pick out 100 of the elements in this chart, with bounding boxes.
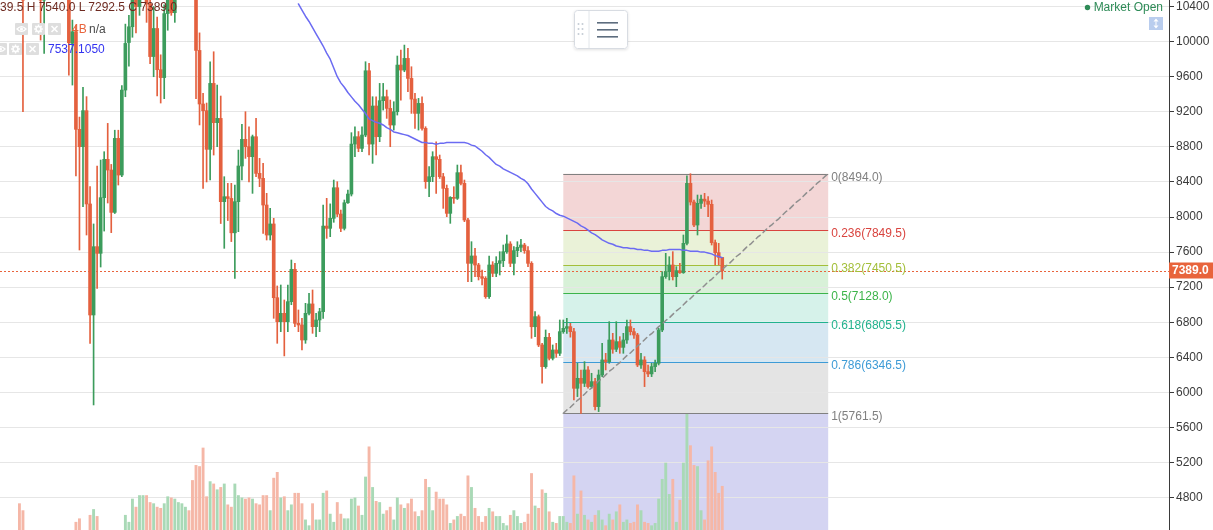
- bar: [417, 516, 420, 530]
- bar: [311, 503, 315, 530]
- bar: [470, 487, 473, 530]
- candlestick: [399, 49, 403, 101]
- bar: [424, 478, 428, 530]
- bar: [357, 505, 360, 530]
- bar: [434, 491, 438, 530]
- bar: [604, 525, 608, 530]
- bar: [325, 490, 329, 530]
- y-tick-label: 7600: [1176, 244, 1204, 259]
- bar: [646, 523, 650, 530]
- bar: [367, 446, 371, 530]
- bar: [342, 518, 346, 530]
- bar: [710, 446, 714, 530]
- candlestick: [579, 369, 583, 414]
- ref-line-label: 0.618(6805.5): [831, 317, 906, 332]
- ref-line-label: 7389.0: [1172, 263, 1210, 278]
- bar: [304, 519, 307, 530]
- bar: [459, 513, 463, 530]
- candlestick: [215, 84, 220, 148]
- y-tick-label: 6400: [1176, 349, 1204, 364]
- bar: [261, 495, 265, 530]
- bar: [222, 483, 226, 530]
- y-tick-label: 9200: [1176, 104, 1204, 119]
- bar: [219, 487, 223, 530]
- bar: [349, 498, 353, 530]
- bar: [364, 476, 367, 530]
- bar: [607, 513, 611, 530]
- ref-line-label: 1(5761.5): [831, 409, 883, 424]
- y-tick-label: 5200: [1176, 454, 1204, 469]
- bar: [208, 481, 212, 530]
- bar: [321, 492, 325, 530]
- bar: [385, 510, 389, 530]
- y-tick-label: 4800: [1176, 489, 1204, 504]
- ref-line-label: 0.236(7849.5): [831, 226, 906, 241]
- ref-line-label: 0.786(6346.5): [831, 357, 906, 372]
- bar: [572, 475, 576, 530]
- bar: [720, 485, 724, 530]
- bar: [371, 487, 375, 530]
- bar: [491, 511, 495, 530]
- bar: [378, 502, 382, 530]
- bar: [512, 510, 516, 530]
- bar: [289, 504, 293, 530]
- bar: [395, 497, 399, 530]
- bar: [590, 521, 594, 530]
- bar: [212, 483, 216, 530]
- bar: [293, 492, 297, 530]
- bar: [183, 506, 187, 530]
- bar: [544, 492, 548, 530]
- bar: [92, 509, 96, 530]
- bar: [448, 523, 452, 530]
- bar: [494, 516, 498, 530]
- bar: [251, 498, 254, 530]
- bar: [505, 525, 509, 530]
- bar: [74, 521, 78, 530]
- y-tick-label: 8800: [1176, 139, 1204, 154]
- bar: [597, 510, 601, 530]
- bar: [233, 483, 237, 530]
- bar: [265, 495, 269, 530]
- bar: [406, 503, 410, 530]
- bar: [176, 502, 180, 530]
- bar: [621, 521, 625, 530]
- bar: [268, 510, 272, 530]
- y-tick-label: 6800: [1176, 314, 1204, 329]
- bar: [583, 514, 586, 530]
- bar: [498, 516, 502, 530]
- bar: [441, 498, 445, 530]
- bar: [275, 472, 279, 530]
- line-series: [562, 172, 829, 415]
- bar: [593, 514, 597, 530]
- bar: [696, 466, 699, 530]
- bar: [374, 501, 378, 530]
- candlestick: [554, 342, 559, 358]
- bar: [674, 521, 678, 530]
- y-tick-label: 9600: [1176, 69, 1204, 84]
- bar: [547, 511, 551, 530]
- bar: [296, 492, 300, 530]
- y-tick-label: 6000: [1176, 384, 1204, 399]
- bar: [427, 487, 431, 530]
- bar: [145, 495, 149, 530]
- bar: [410, 498, 413, 530]
- bar: [314, 519, 318, 530]
- bar: [244, 498, 247, 530]
- bar: [487, 507, 491, 530]
- bar: [636, 504, 639, 530]
- candlestick: [565, 317, 569, 334]
- bar: [138, 495, 141, 530]
- bar: [17, 503, 21, 530]
- y-tick-label: 10000: [1176, 33, 1210, 48]
- bar: [671, 478, 675, 530]
- annotation: n/a: [89, 22, 107, 37]
- bar: [388, 506, 392, 530]
- bar: [95, 516, 99, 530]
- candlestick: [452, 186, 456, 204]
- y-tick-label: 8400: [1176, 174, 1204, 189]
- bar: [226, 504, 230, 530]
- bar: [533, 505, 537, 530]
- bar: [650, 525, 654, 530]
- ref-line-label: 0(8494.0): [831, 169, 883, 184]
- bar: [229, 506, 233, 530]
